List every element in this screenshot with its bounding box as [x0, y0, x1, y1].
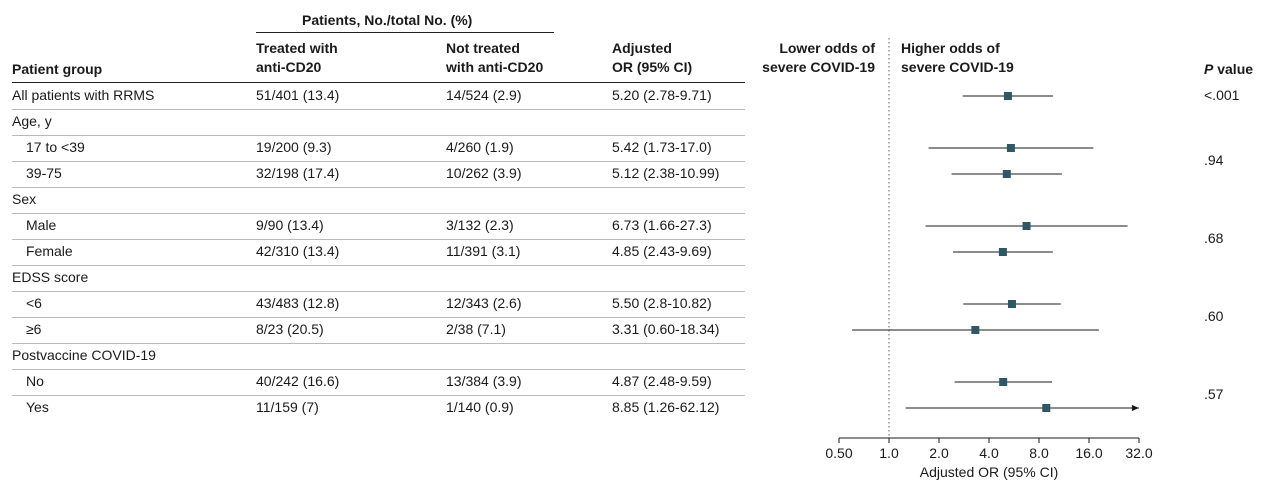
- lower-odds-label-line2: severe COVID-19: [762, 59, 875, 75]
- not-treated-count: 12/343 (2.6): [446, 295, 522, 311]
- not-treated-count: 11/391 (3.1): [446, 243, 521, 259]
- x-axis-tick-label: 16.0: [1075, 445, 1102, 461]
- row-separator: [12, 213, 745, 214]
- p-value: .57: [1204, 386, 1224, 402]
- treated-count: 42/310 (13.4): [256, 243, 340, 259]
- x-axis-tick-label: 32.0: [1125, 445, 1152, 461]
- row-separator: [12, 265, 745, 266]
- row-separator: [12, 317, 745, 318]
- subgroup-label: ≥6: [26, 321, 42, 337]
- not-treated-count: 10/262 (3.9): [446, 165, 522, 181]
- treated-count: 19/200 (9.3): [256, 139, 332, 155]
- x-axis-tick-label: 1.0: [879, 445, 899, 461]
- row-separator: [12, 369, 745, 370]
- not-treated-count: 2/38 (7.1): [446, 321, 506, 337]
- col-not-treated-header-line2: with anti-CD20: [446, 59, 544, 75]
- row-separator: [12, 161, 745, 162]
- treated-count: 8/23 (20.5): [256, 321, 324, 337]
- row-separator: [12, 291, 745, 292]
- or-marker: [1006, 144, 1015, 152]
- treated-count: 51/401 (13.4): [256, 87, 340, 103]
- adjusted-or-value: 4.87 (2.48-9.59): [612, 373, 712, 389]
- header-bottom-rule: [12, 82, 745, 83]
- row-separator: [12, 343, 745, 344]
- treated-count: 40/242 (16.6): [256, 373, 340, 389]
- adjusted-or-value: 5.42 (1.73-17.0): [612, 139, 712, 155]
- not-treated-count: 4/260 (1.9): [446, 139, 514, 155]
- group-label: Postvaccine COVID-19: [12, 347, 156, 363]
- lower-odds-label-line1: Lower odds of: [779, 40, 875, 56]
- adjusted-or-value: 5.50 (2.8-10.82): [612, 295, 712, 311]
- patients-span-rule: [256, 32, 554, 33]
- col-group-header: Patient group: [12, 61, 103, 77]
- higher-odds-label-line2: severe COVID-19: [901, 59, 1014, 75]
- or-marker: [999, 378, 1008, 386]
- adjusted-or-value: 5.12 (2.38-10.99): [612, 165, 720, 181]
- not-treated-count: 13/384 (3.9): [446, 373, 522, 389]
- treated-count: 43/483 (12.8): [256, 295, 340, 311]
- adjusted-or-value: 5.20 (2.78-9.71): [612, 87, 712, 103]
- or-marker: [998, 248, 1007, 256]
- group-label: All patients with RRMS: [12, 87, 155, 103]
- or-marker: [1042, 404, 1051, 412]
- not-treated-count: 14/524 (2.9): [446, 87, 522, 103]
- p-value: .94: [1204, 152, 1224, 168]
- adjusted-or-value: 6.73 (1.66-27.3): [612, 217, 712, 233]
- group-label: EDSS score: [12, 269, 89, 285]
- or-marker: [1007, 300, 1016, 308]
- col-or-header-line1: Adjusted: [612, 40, 672, 56]
- or-marker: [971, 326, 980, 334]
- row-separator: [12, 395, 745, 396]
- adjusted-or-value: 3.31 (0.60-18.34): [612, 321, 720, 337]
- row-separator: [12, 239, 745, 240]
- or-marker: [1002, 170, 1011, 178]
- subgroup-label: No: [26, 373, 44, 389]
- col-treated-header-line1: Treated with: [256, 40, 338, 56]
- not-treated-count: 3/132 (2.3): [446, 217, 514, 233]
- treated-count: 9/90 (13.4): [256, 217, 324, 233]
- or-marker: [1022, 222, 1031, 230]
- col-or-header-line2: OR (95% CI): [612, 59, 693, 75]
- row-separator: [12, 109, 745, 110]
- x-axis-tick-label: 4.0: [979, 445, 999, 461]
- p-value: <.001: [1204, 87, 1240, 103]
- treated-count: 11/159 (7): [256, 399, 319, 415]
- higher-odds-label-line1: Higher odds of: [901, 40, 1000, 56]
- row-separator: [12, 187, 745, 188]
- p-value-italic-p: P: [1204, 61, 1214, 77]
- adjusted-or-value: 8.85 (1.26-62.12): [612, 399, 720, 415]
- subgroup-label: 17 to <39: [26, 139, 85, 155]
- patients-span-header: Patients, No./total No. (%): [302, 12, 473, 28]
- group-label: Sex: [12, 191, 37, 207]
- col-not-treated-header-line1: Not treated: [446, 40, 520, 56]
- p-value: .60: [1204, 308, 1224, 324]
- adjusted-or-value: 4.85 (2.43-9.69): [612, 243, 712, 259]
- subgroup-label: <6: [26, 295, 42, 311]
- x-axis-tick-label: 0.50: [825, 445, 852, 461]
- x-axis-tick-label: 2.0: [929, 445, 949, 461]
- p-value: .68: [1204, 230, 1224, 246]
- subgroup-label: Yes: [26, 399, 49, 415]
- treated-count: 32/198 (17.4): [256, 165, 340, 181]
- group-label: Age, y: [12, 113, 52, 129]
- x-axis-tick-label: 8.0: [1029, 445, 1049, 461]
- not-treated-count: 1/140 (0.9): [446, 399, 514, 415]
- p-value-header: P value: [1204, 61, 1253, 78]
- subgroup-label: 39-75: [26, 165, 62, 181]
- subgroup-label: Female: [26, 243, 73, 259]
- col-treated-header-line2: anti-CD20: [256, 59, 322, 75]
- x-axis-label: Adjusted OR (95% CI): [920, 464, 1059, 480]
- subgroup-label: Male: [26, 217, 57, 233]
- p-value-header-rest: value: [1213, 61, 1254, 77]
- or-marker: [1003, 92, 1012, 100]
- row-separator: [12, 135, 745, 136]
